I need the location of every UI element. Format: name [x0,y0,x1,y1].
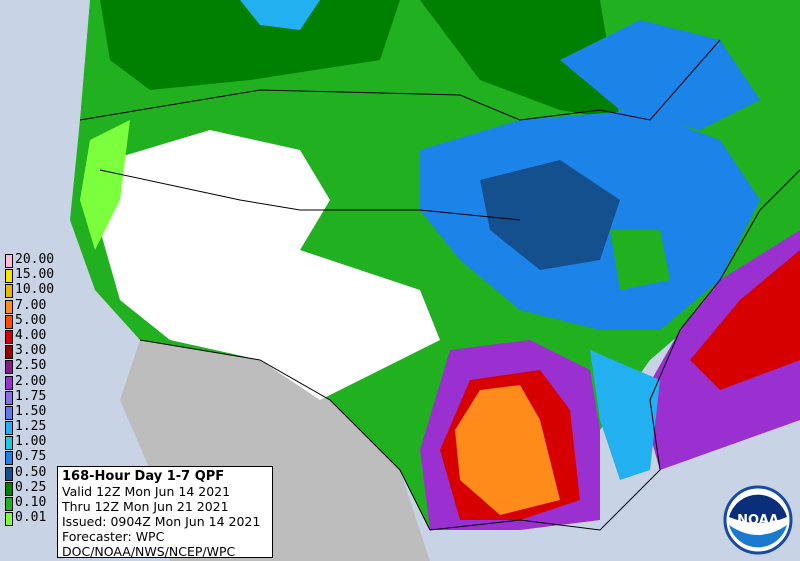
info-line: Forecaster: WPC [62,529,165,544]
legend-row: 20.00 [3,252,59,268]
legend-row: 0.10 [3,495,59,511]
legend-label: 1.00 [15,434,47,450]
legend-swatch [5,405,13,420]
legend-row: 1.00 [3,434,59,451]
dry-region [100,130,440,400]
blue-region [590,350,660,480]
info-line: Issued: 0904Z Mon Jun 14 2021 [62,514,261,529]
legend-swatch [5,512,13,527]
legend-label: 5.00 [15,312,47,328]
legend-swatch [5,345,13,360]
legend-label: 7.00 [15,297,47,313]
legend-label: 20.00 [15,252,55,267]
legend-swatch [5,284,13,299]
noaa-logo: NOAA [723,485,793,555]
legend-label: 3.00 [15,343,47,359]
legend-label: 0.01 [15,510,47,526]
borders [79,39,800,531]
info-box: 168-Hour Day 1-7 QPF Valid 12Z Mon Jun 1… [57,466,273,559]
legend-row: 15.00 [3,267,59,284]
blue-region [240,0,320,30]
logo-text: NOAA [737,513,779,528]
info-title: 168-Hour Day 1-7 QPF [62,469,225,484]
legend-label: 0.10 [15,495,47,510]
red-region [690,250,800,390]
legend-swatch [5,314,13,329]
legend-label: 1.75 [15,388,47,404]
legend-label: 2.50 [15,358,47,374]
legend-swatch [5,269,13,284]
info-line: Thru 12Z Mon Jun 21 2021 [62,499,229,514]
legend-swatch [5,481,13,496]
legend-row: 0.01 [3,510,59,527]
legend-label: 1.25 [15,419,47,435]
legend-label: 2.00 [15,373,47,389]
legend-label: 0.50 [15,464,47,480]
legend-swatch [5,436,13,451]
legend-row: 0.25 [3,479,59,496]
info-line: DOC/NOAA/NWS/NCEP/WPC [62,544,236,559]
legend-label: 15.00 [15,267,55,283]
legend-swatch [5,360,13,375]
legend-swatch [5,390,13,405]
legend-row: 10.00 [3,282,59,299]
legend-row: 0.50 [3,464,59,481]
legend-row: 1.50 [3,403,59,420]
legend-label: 4.00 [15,327,47,343]
legend-swatch [5,421,13,436]
legend-row: 0.75 [3,449,59,466]
legend-swatch [5,466,13,481]
legend-row: 5.00 [3,312,59,329]
green-region [610,230,670,290]
legend-row: 7.00 [3,297,59,314]
dark-green-region [100,0,400,90]
info-line: Valid 12Z Mon Jun 14 2021 [62,484,231,499]
blue-region [560,20,760,130]
legend-row: 1.75 [3,388,59,405]
dark-blue-region [480,160,620,270]
legend: 20.00 15.00 10.00 7.00 5.00 4.00 3.00 2.50 2.00 1… [3,252,59,527]
legend-swatch [5,375,13,390]
dark-green-region [420,0,620,120]
legend-swatch [5,329,13,344]
legend-row: 2.00 [3,373,59,390]
legend-row: 4.00 [3,327,59,344]
legend-swatch [5,497,13,511]
light-green-region [80,120,130,250]
legend-row: 1.25 [3,419,59,436]
legend-swatch [5,254,13,268]
orange-region [455,385,560,515]
legend-swatch [5,299,13,314]
legend-swatch [5,451,13,466]
legend-label: 0.75 [15,449,47,465]
legend-row: 2.50 [3,358,59,375]
legend-label: 0.25 [15,479,47,495]
legend-label: 1.50 [15,403,47,419]
legend-label: 10.00 [15,282,55,298]
legend-row: 3.00 [3,343,59,360]
